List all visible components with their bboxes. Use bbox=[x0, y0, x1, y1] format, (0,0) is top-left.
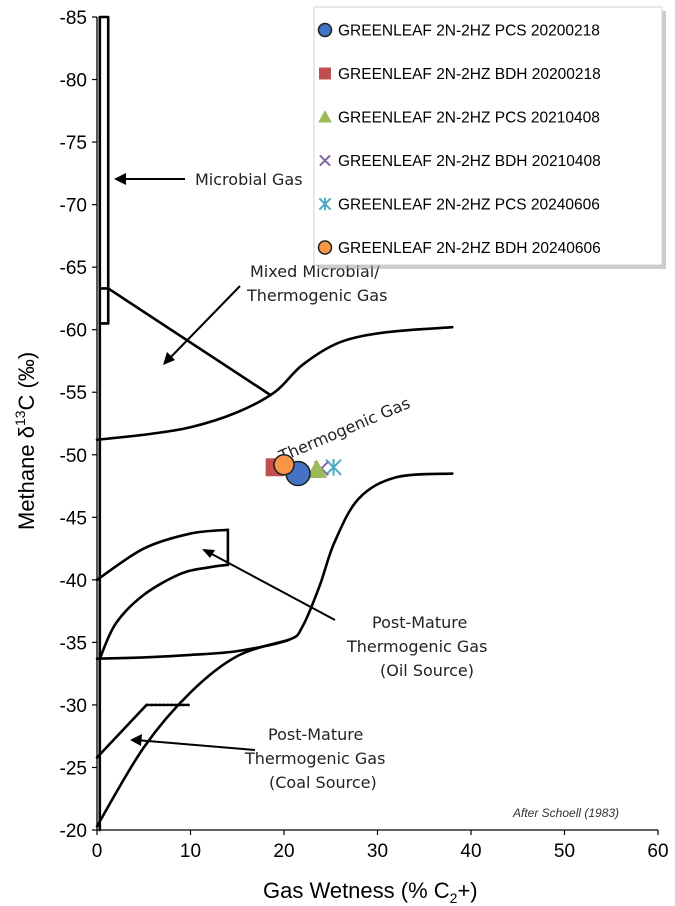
y-tick-label: -55 bbox=[60, 383, 87, 404]
axes: -85 -80 -75 -70 -65 -60 -55 -50 -45 -40 -35 -30 -25 -… bbox=[60, 8, 669, 862]
y-tick-label: -50 bbox=[60, 446, 87, 467]
y-tick-label: -35 bbox=[60, 633, 87, 654]
annotation-arrows bbox=[114, 173, 336, 751]
boundary-mixed-diagonal bbox=[106, 287, 272, 397]
legend-marker-5 bbox=[318, 197, 332, 211]
annotation-oil-line1: Post-Mature bbox=[372, 613, 467, 632]
boundary-oil-top bbox=[95, 528, 230, 582]
x-tick-label: 0 bbox=[92, 841, 103, 862]
x-tick-label: 50 bbox=[554, 841, 575, 862]
x-tick-label: 60 bbox=[647, 841, 668, 862]
y-tick-label: -85 bbox=[60, 8, 87, 29]
legend-marker-3 bbox=[318, 110, 332, 123]
legend-items: GREENLEAF 2N-2HZ PCS 20200218 GREENLEAF 2… bbox=[317, 22, 601, 257]
y-tick-label: -25 bbox=[60, 758, 87, 779]
legend-label-6: GREENLEAF 2N-2HZ BDH 20240606 bbox=[338, 240, 601, 257]
boundary-thermogenic-upper bbox=[95, 325, 454, 442]
legend-marker-2 bbox=[319, 67, 331, 80]
annotation-coal-line3: (Coal Source) bbox=[269, 773, 377, 792]
mixed-arrowhead bbox=[163, 352, 175, 365]
legend-marker-4-stroke-b bbox=[319, 154, 331, 167]
legend-label-2: GREENLEAF 2N-2HZ BDH 20200218 bbox=[338, 66, 601, 83]
x-tick-label: 10 bbox=[180, 841, 201, 862]
coal-arrowhead bbox=[130, 734, 142, 746]
y-tick-label: -60 bbox=[60, 321, 87, 342]
x-tick-label: 20 bbox=[273, 841, 294, 862]
data-points bbox=[265, 454, 342, 487]
boundary-coal-outer bbox=[95, 703, 148, 759]
annotation-thermogenic: Thermogenic Gas bbox=[275, 393, 413, 466]
annotation-oil-line2: Thermogenic Gas bbox=[346, 637, 487, 656]
y-tick-label: -45 bbox=[60, 508, 87, 529]
mixed-arrow bbox=[167, 285, 241, 361]
y-tick-label: -75 bbox=[60, 133, 87, 154]
y-tick-label: -40 bbox=[60, 571, 87, 592]
axis-titles: Gas Wetness (% C2+) Methane δ13C (‰) bbox=[12, 352, 478, 906]
legend-label-1: GREENLEAF 2N-2HZ PCS 20200218 bbox=[338, 23, 600, 40]
boundary-microbial-box bbox=[98, 15, 110, 832]
x-axis-title: Gas Wetness (% C2+) bbox=[263, 878, 478, 906]
boundary-coal-lower bbox=[95, 638, 290, 828]
data-point-series-3 bbox=[306, 459, 328, 479]
y-tick-label: -30 bbox=[60, 696, 87, 717]
y-tick-label: -70 bbox=[60, 196, 87, 217]
data-point-series-6 bbox=[273, 454, 295, 476]
y-tick-label: -65 bbox=[60, 258, 87, 279]
legend-label-4: GREENLEAF 2N-2HZ BDH 20210408 bbox=[338, 153, 601, 170]
annotation-oil-line3: (Oil Source) bbox=[380, 661, 474, 680]
x-tick-label: 40 bbox=[460, 841, 481, 862]
legend-marker-6 bbox=[317, 240, 333, 255]
legend-label-5: GREENLEAF 2N-2HZ PCS 20240606 bbox=[338, 197, 600, 214]
x-tick-label: 30 bbox=[367, 841, 388, 862]
data-point-series-5 bbox=[325, 458, 342, 476]
annotation-coal-line1: Post-Mature bbox=[268, 725, 363, 744]
legend-marker-1 bbox=[317, 22, 333, 38]
legend-box bbox=[313, 6, 663, 266]
field-boundaries bbox=[95, 15, 454, 832]
oil-arrow bbox=[207, 551, 336, 621]
legend-marker-4 bbox=[319, 154, 331, 167]
annotation-mixed-line2: Thermogenic Gas bbox=[246, 286, 387, 305]
y-tick-label: -80 bbox=[60, 71, 87, 92]
microbial-arrowhead bbox=[114, 173, 126, 185]
oil-arrowhead bbox=[202, 549, 215, 558]
boundary-thermogenic-lower bbox=[95, 472, 454, 660]
annotation-microbial: Microbial Gas bbox=[195, 170, 303, 189]
annotation-coal-line2: Thermogenic Gas bbox=[244, 749, 385, 768]
legend-label-3: GREENLEAF 2N-2HZ PCS 20210408 bbox=[338, 110, 600, 127]
legend: GREENLEAF 2N-2HZ PCS 20200218 GREENLEAF 2… bbox=[313, 6, 666, 269]
y-axis-title: Methane δ13C (‰) bbox=[12, 352, 39, 530]
y-tick-label: -20 bbox=[60, 821, 87, 842]
boundary-oil-inner bbox=[98, 563, 230, 660]
coal-arrow bbox=[135, 739, 256, 751]
credit-text: After Schoell (1983) bbox=[512, 806, 619, 820]
